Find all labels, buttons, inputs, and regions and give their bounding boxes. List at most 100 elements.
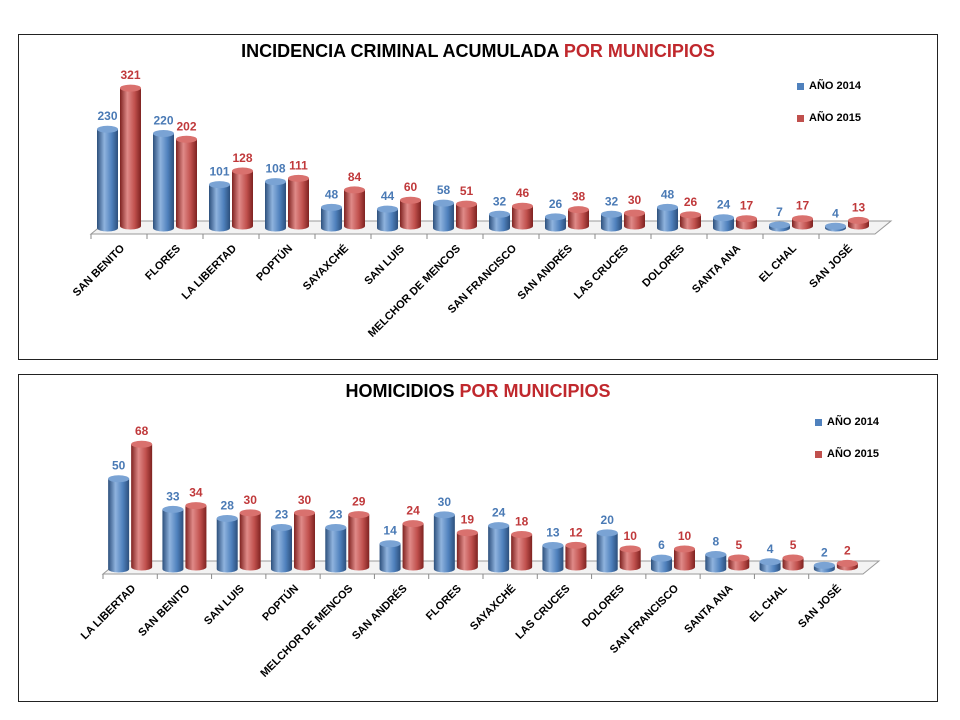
category-label: SAN ANDRÉS [515,242,575,302]
bar-2015 [120,84,141,230]
category-label: LA LIBERTAD [180,243,240,303]
legend-swatch-2014 [797,82,804,90]
bar-2014 [651,554,672,573]
data-label-2015: 5 [790,538,797,552]
data-label-2014: 230 [97,109,117,123]
category-label: SAN JOSÉ [795,582,844,631]
category-label: SAYAXCHÉ [467,582,518,633]
data-label-2015: 10 [624,529,638,543]
data-label-2015: 30 [298,493,312,507]
data-label-2014: 220 [153,114,173,128]
data-label-2015: 46 [516,186,530,200]
bar-2014 [713,214,734,232]
bar-2015 [176,135,197,230]
category-label: EL CHAL [748,582,790,624]
bar-2015 [568,206,589,230]
chart-panel-homicidios: HOMICIDIOS POR MUNICIPIOS 50 68 LA LIBERTA… [18,374,938,702]
category-label: SAN LUIS [362,243,407,288]
legend-label-2014: AÑO 2014 [809,80,861,92]
data-label-2014: 48 [661,187,675,201]
bar-2014 [705,551,727,573]
data-label-2014: 23 [329,507,343,521]
bar-2015 [456,200,477,230]
data-label-2014: 32 [493,194,507,208]
legend-label-2014: AÑO 2014 [827,416,879,428]
data-label-2014: 30 [438,495,452,509]
data-label-2015: 68 [135,424,149,438]
category-label: FLORES [143,243,183,283]
bar-2015 [348,511,370,571]
bar-2015 [232,167,253,230]
legend-label-2015: AÑO 2015 [827,448,879,460]
bar-2015 [782,554,804,571]
bar-2014 [433,511,455,573]
data-label-2014: 48 [325,187,339,201]
bar-2014 [825,222,846,232]
data-label-2014: 58 [437,183,451,197]
data-label-2014: 26 [549,197,563,211]
data-label-2014: 33 [166,489,180,503]
bar-2015 [400,196,421,230]
chart-title-part2: POR MUNICIPIOS [459,381,611,401]
bar-2015 [836,559,858,571]
bar-2015 [511,531,533,571]
category-label: SAN JOSÉ [807,242,856,291]
bar-2015 [565,541,587,571]
bar-2014 [596,529,618,573]
data-label-2014: 8 [712,535,719,549]
data-label-2015: 10 [678,529,692,543]
data-label-2015: 202 [176,119,196,133]
bar-2014 [488,522,510,573]
data-label-2014: 13 [546,526,560,540]
bar-2015 [728,554,750,571]
data-label-2014: 7 [776,205,783,219]
data-label-2014: 20 [601,513,615,527]
legend-swatch-2014 [815,418,822,426]
bar-2015 [512,202,533,230]
bar-2015 [624,209,645,230]
data-label-2015: 30 [244,493,258,507]
bar-2014 [97,125,118,232]
data-label-2014: 28 [221,498,235,512]
bar-2015 [456,529,478,571]
category-label: SAYAXCHÉ [300,242,351,293]
bar-2014 [657,203,678,232]
bar-2014 [271,523,292,573]
bar-2014 [379,540,401,573]
category-label: SANTA ANA [690,243,743,296]
bar-2015 [185,502,207,571]
bar-2014 [813,561,835,573]
legend-item-2015: AÑO 2015 [815,447,879,461]
data-label-2014: 24 [492,506,506,520]
data-label-2015: 60 [404,180,418,194]
data-label-2014: 23 [275,507,289,521]
category-label: SAN BENITO [136,582,193,639]
chart-title-part1: HOMICIDIOS [345,381,455,401]
category-label: POPTÚN [260,582,302,624]
legend-item-2015: AÑO 2015 [797,111,861,125]
bar-2014 [153,130,174,232]
bar-2014 [321,203,342,232]
bar-2014 [545,213,566,232]
data-label-2015: 51 [460,184,474,198]
category-label: DOLORES [580,583,627,630]
bar-2014 [489,210,510,232]
bar-2014 [769,221,790,232]
bar-2015 [239,509,261,571]
legend-label-2015: AÑO 2015 [809,112,861,124]
bar-2014 [108,475,130,573]
data-label-2014: 4 [767,542,774,556]
data-label-2015: 2 [844,543,851,557]
bar-2014 [162,505,184,573]
data-label-2014: 108 [265,162,285,176]
category-label: FLORES [424,583,464,623]
chart-title: HOMICIDIOS POR MUNICIPIOS [19,381,937,402]
data-label-2015: 13 [852,200,866,214]
chart-title: INCIDENCIA CRIMINAL ACUMULADA POR MUNICI… [19,41,937,62]
data-label-2015: 321 [120,68,140,82]
bar-2015 [680,211,701,230]
bar-2015 [402,520,424,571]
chart-panel-incidencia: INCIDENCIA CRIMINAL ACUMULADA POR MUNICI… [18,34,938,360]
bar-2015 [736,215,757,230]
bar-2015 [792,215,813,230]
